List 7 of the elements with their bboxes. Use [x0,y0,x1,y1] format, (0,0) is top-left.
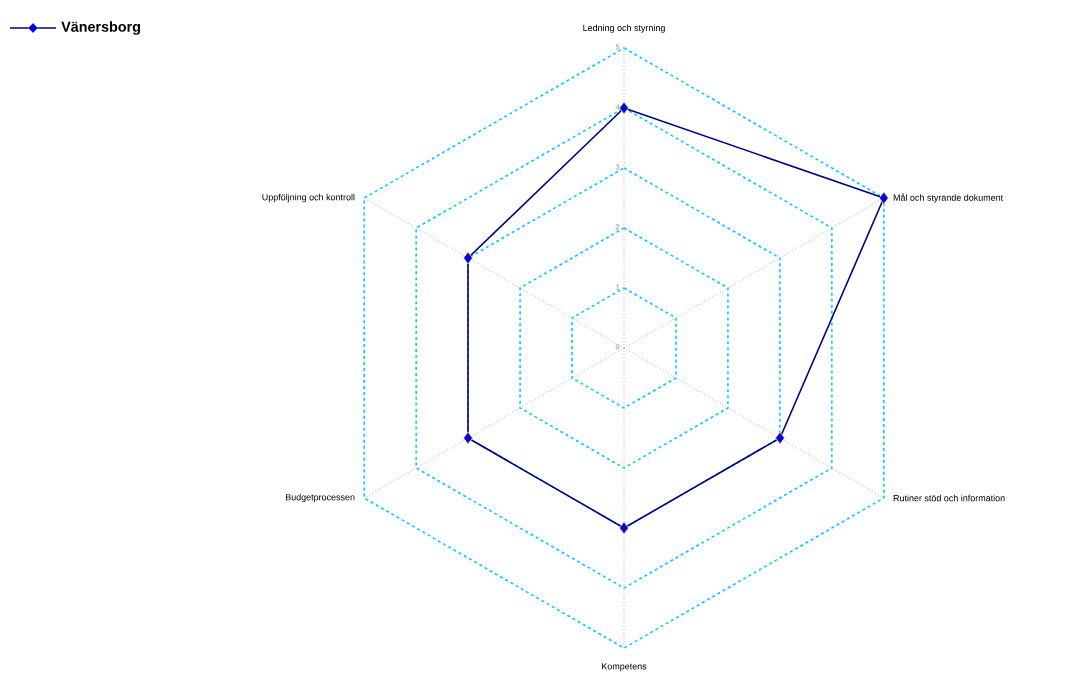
spoke-label: Uppföljning och kontroll [262,193,355,203]
spoke-label: Budgetprocessen [285,493,355,503]
spoke-label: Ledning och styrning [583,24,665,33]
spoke-label: Rutiner stöd och information [893,494,1005,502]
legend-label: Vänersborg [61,21,140,35]
spoke-label: Kompetens [602,663,647,672]
spoke-label: Mål och styrande dokument [893,193,1004,203]
